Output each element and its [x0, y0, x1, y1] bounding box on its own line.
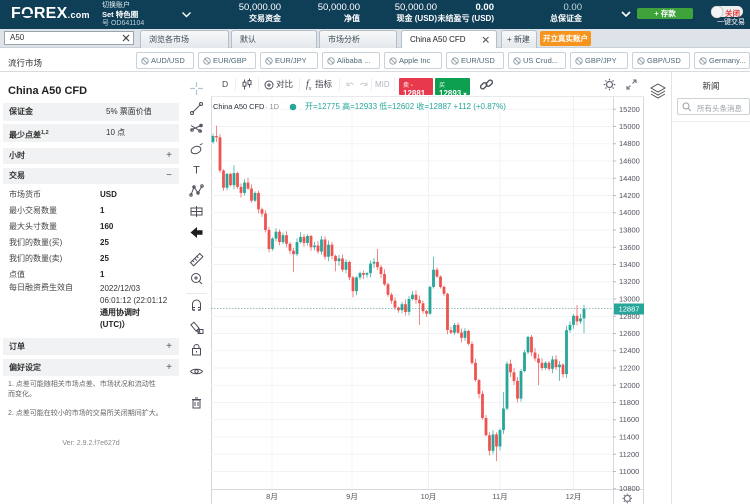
- svg-text:10800: 10800: [619, 484, 640, 493]
- svg-text:14000: 14000: [619, 208, 640, 217]
- svg-text:11800: 11800: [619, 398, 639, 407]
- svg-text:14400: 14400: [619, 174, 640, 183]
- svg-text:14600: 14600: [619, 157, 640, 166]
- svg-text:13400: 13400: [619, 260, 640, 269]
- svg-text:12400: 12400: [619, 346, 640, 355]
- svg-text:11400: 11400: [619, 433, 639, 442]
- svg-text:12000: 12000: [619, 381, 640, 390]
- svg-text:11200: 11200: [619, 450, 639, 459]
- svg-text:13200: 13200: [619, 277, 640, 286]
- svg-text:12887: 12887: [619, 305, 640, 314]
- svg-text:12800: 12800: [619, 312, 640, 321]
- svg-text:8月: 8月: [266, 492, 278, 501]
- svg-text:12600: 12600: [619, 329, 640, 338]
- svg-text:11000: 11000: [619, 467, 639, 476]
- svg-text:12200: 12200: [619, 364, 640, 373]
- svg-text:13000: 13000: [619, 295, 640, 304]
- svg-text:11600: 11600: [619, 415, 639, 424]
- svg-text:14800: 14800: [619, 139, 640, 148]
- svg-text:T: T: [193, 165, 200, 177]
- svg-text:9月: 9月: [346, 492, 358, 501]
- svg-text:15000: 15000: [619, 122, 640, 131]
- svg-text:11月: 11月: [492, 492, 507, 501]
- svg-text:14200: 14200: [619, 191, 640, 200]
- svg-text:13600: 13600: [619, 243, 640, 252]
- svg-text:13800: 13800: [619, 226, 640, 235]
- svg-text:10月: 10月: [421, 492, 437, 501]
- svg-text:12月: 12月: [566, 492, 582, 501]
- svg-text:15200: 15200: [619, 105, 640, 114]
